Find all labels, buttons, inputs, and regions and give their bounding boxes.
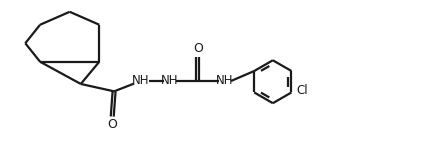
Text: NH: NH [132,75,149,87]
Text: NH: NH [216,75,233,87]
Text: NH: NH [160,75,178,87]
Text: O: O [193,42,202,55]
Text: Cl: Cl [296,84,308,97]
Text: O: O [107,118,117,131]
